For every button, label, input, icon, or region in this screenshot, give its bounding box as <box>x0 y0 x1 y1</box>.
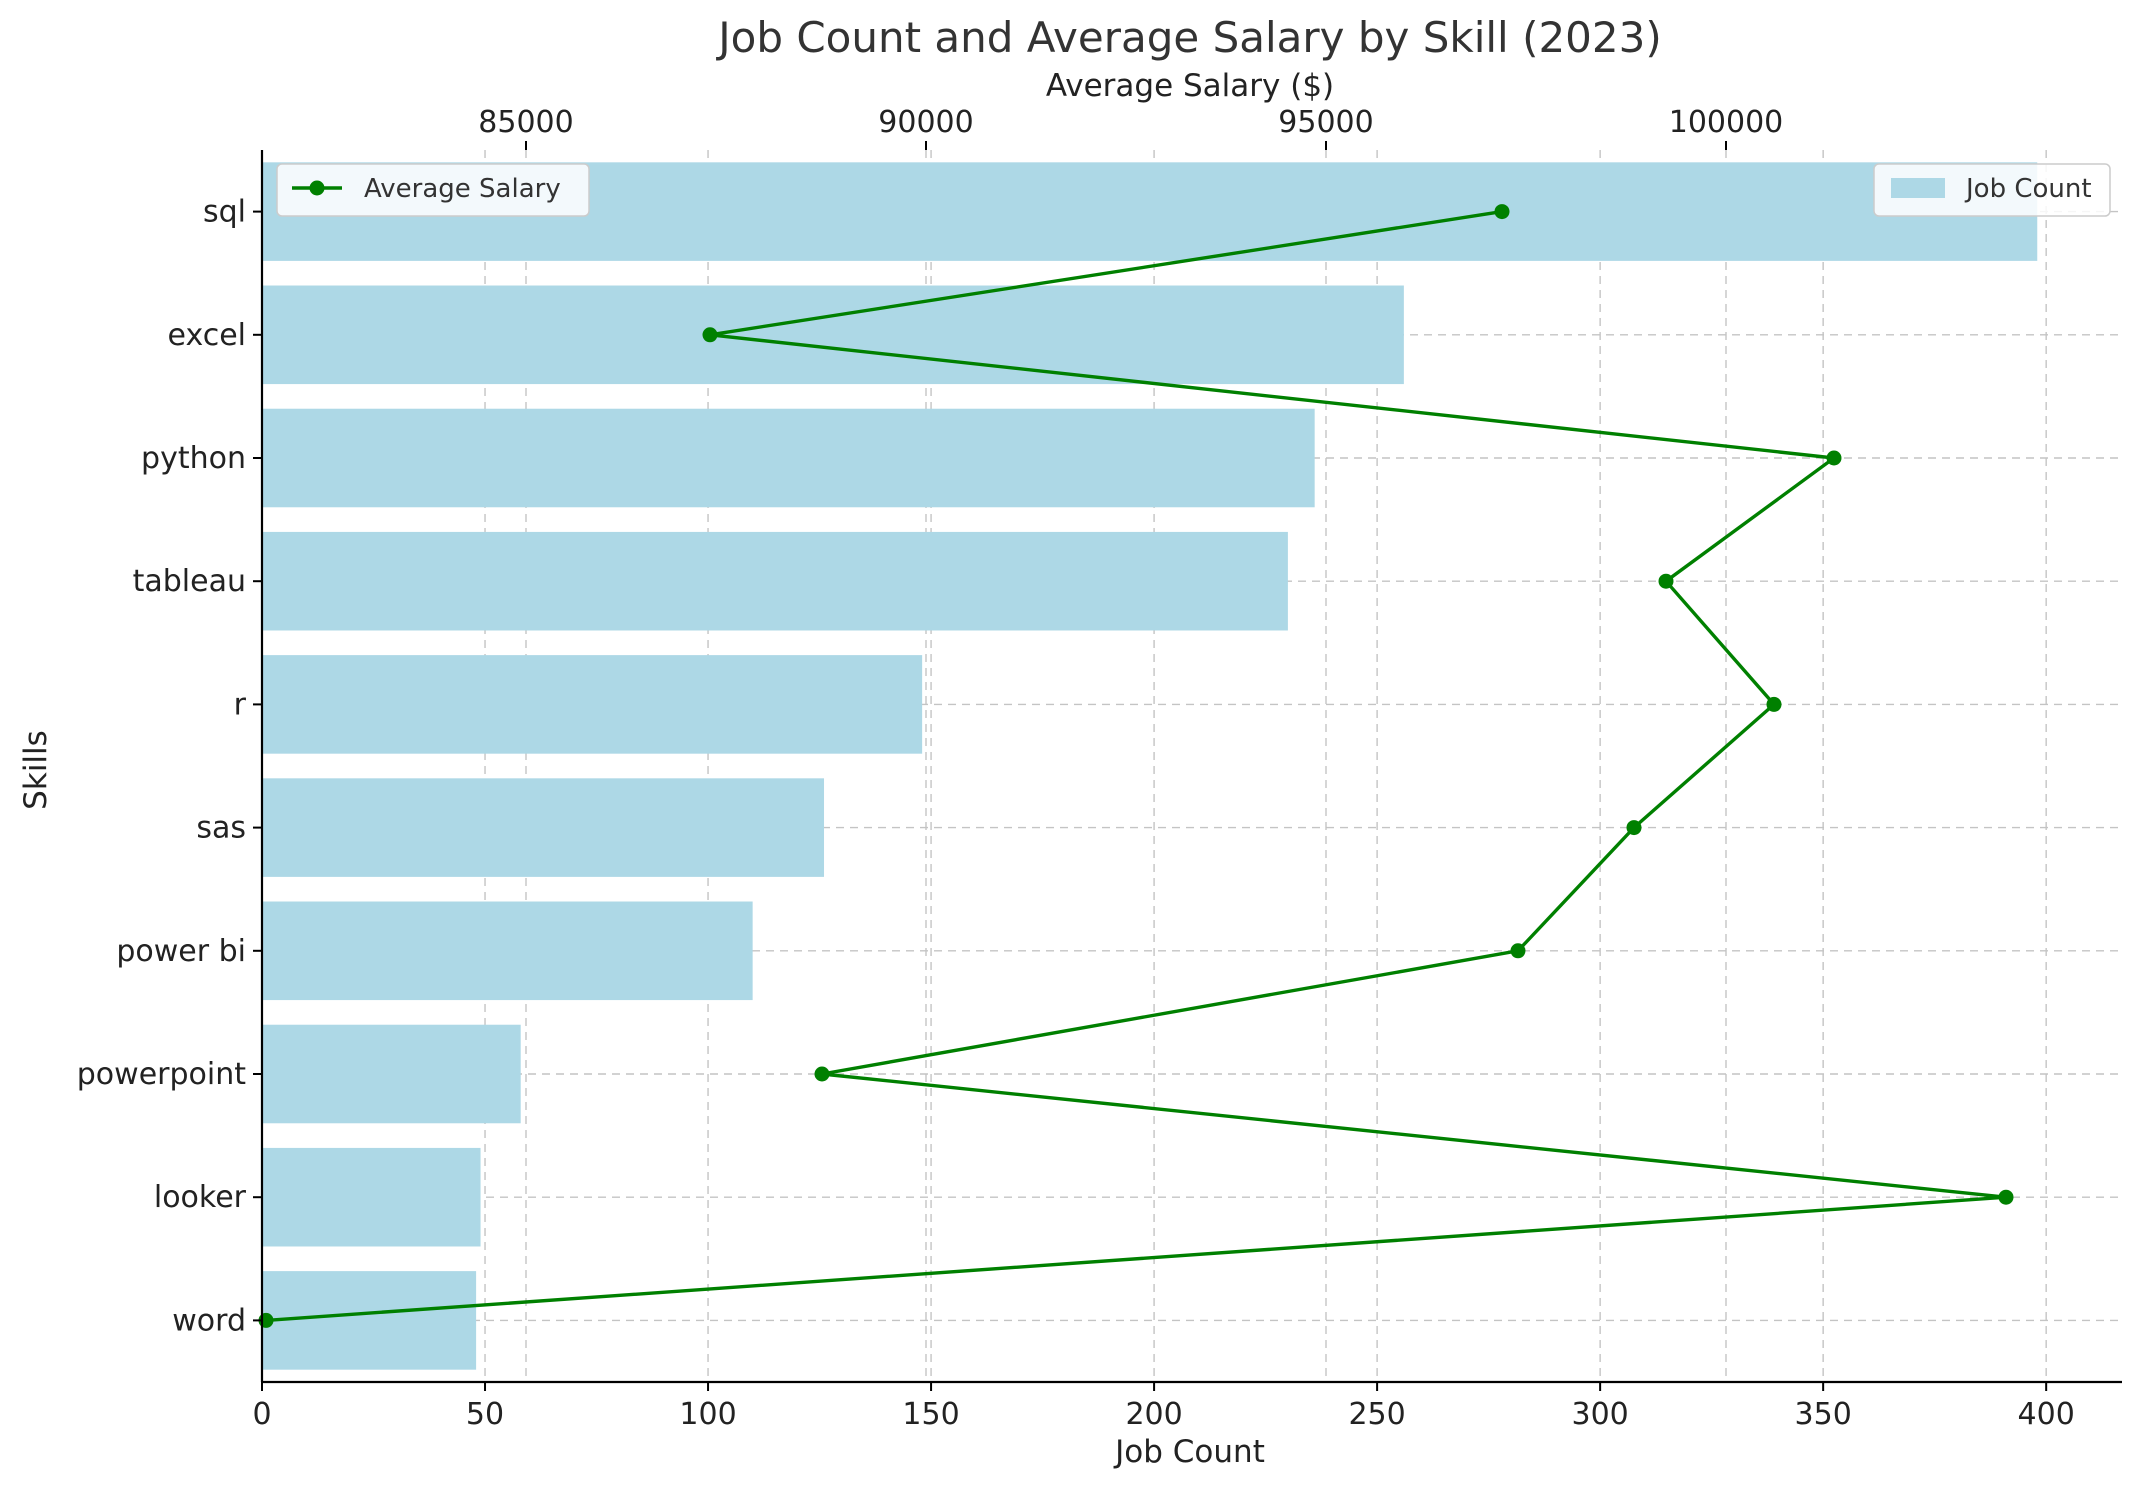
bar-sas <box>262 778 825 877</box>
y-tick-label: sas <box>196 811 246 846</box>
bar-layer <box>262 162 2038 1370</box>
x-tick-label: 200 <box>1125 1397 1182 1432</box>
salary-point-r <box>1766 696 1782 712</box>
x2-tick-label: 90000 <box>878 105 973 140</box>
y-tick-label: powerpoint <box>77 1057 246 1092</box>
legend-label: Job Count <box>1964 174 2092 204</box>
x-tick-label: 0 <box>252 1397 271 1432</box>
legend-box <box>1873 163 2111 217</box>
salary-point-powerpoint <box>814 1066 830 1082</box>
y-tick-label: python <box>141 441 246 476</box>
bar-power-bi <box>262 901 753 1001</box>
salary-point-power-bi <box>1510 943 1526 959</box>
bar-r <box>262 655 923 754</box>
salary-point-sas <box>1626 820 1642 836</box>
bar-looker <box>262 1147 481 1247</box>
x-tick-label: 350 <box>1795 1397 1852 1432</box>
bar-tableau <box>262 531 1288 631</box>
bar-python <box>262 408 1315 508</box>
x2-tick-label: 95000 <box>1278 105 1373 140</box>
x-axis-label: Job Count <box>1113 1434 1265 1470</box>
average-salary-line <box>265 209 2007 1323</box>
y-tick-label: power bi <box>116 934 246 969</box>
salary-point-excel <box>702 327 718 343</box>
x-tick-label: 100 <box>679 1397 736 1432</box>
y-axis-label: Skills <box>18 730 54 810</box>
legend-job-count: Job Count <box>1873 163 2111 217</box>
legend-layer: Average Salary Job Count <box>276 163 2111 217</box>
x2-tick-label: 85000 <box>478 105 573 140</box>
x2-axis-label: Average Salary ($) <box>1046 68 1334 104</box>
y-tick-label: tableau <box>133 564 246 599</box>
x-tick-label: 250 <box>1348 1397 1405 1432</box>
legend-bar-swatch <box>1891 178 1945 198</box>
legend-marker-swatch <box>309 180 325 196</box>
axes-layer: 0 50 100 150 200 250 300 350 400 85000 90000 95000 1… <box>77 105 2122 1432</box>
text-layer: Job Count and Average Salary by Skill (2… <box>18 13 1662 1470</box>
salary-point-python <box>1826 450 1842 466</box>
x-tick-label: 300 <box>1571 1397 1628 1432</box>
chart-title: Job Count and Average Salary by Skill (2… <box>715 13 1662 62</box>
y-tick-label: word <box>172 1303 246 1338</box>
y-tick-label: sql <box>203 195 246 230</box>
x-tick-label: 50 <box>466 1397 504 1432</box>
x2-tick-label: 100000 <box>1669 105 1784 140</box>
x-tick-label: 400 <box>2018 1397 2075 1432</box>
y-tick-label: excel <box>168 318 246 353</box>
line-layer <box>258 204 2014 1328</box>
salary-point-tableau <box>1658 573 1674 589</box>
legend-box <box>276 163 590 217</box>
salary-point-looker <box>1998 1189 2014 1205</box>
x-tick-label: 150 <box>902 1397 959 1432</box>
legend-average-salary: Average Salary <box>276 163 590 217</box>
y-tick-label: looker <box>154 1180 247 1215</box>
legend-label: Average Salary <box>364 174 561 204</box>
bar-powerpoint <box>262 1024 521 1124</box>
salary-point-sql <box>1494 204 1510 220</box>
bar-word <box>262 1271 477 1370</box>
bar-excel <box>262 285 1404 385</box>
y-tick-label: r <box>234 687 247 722</box>
